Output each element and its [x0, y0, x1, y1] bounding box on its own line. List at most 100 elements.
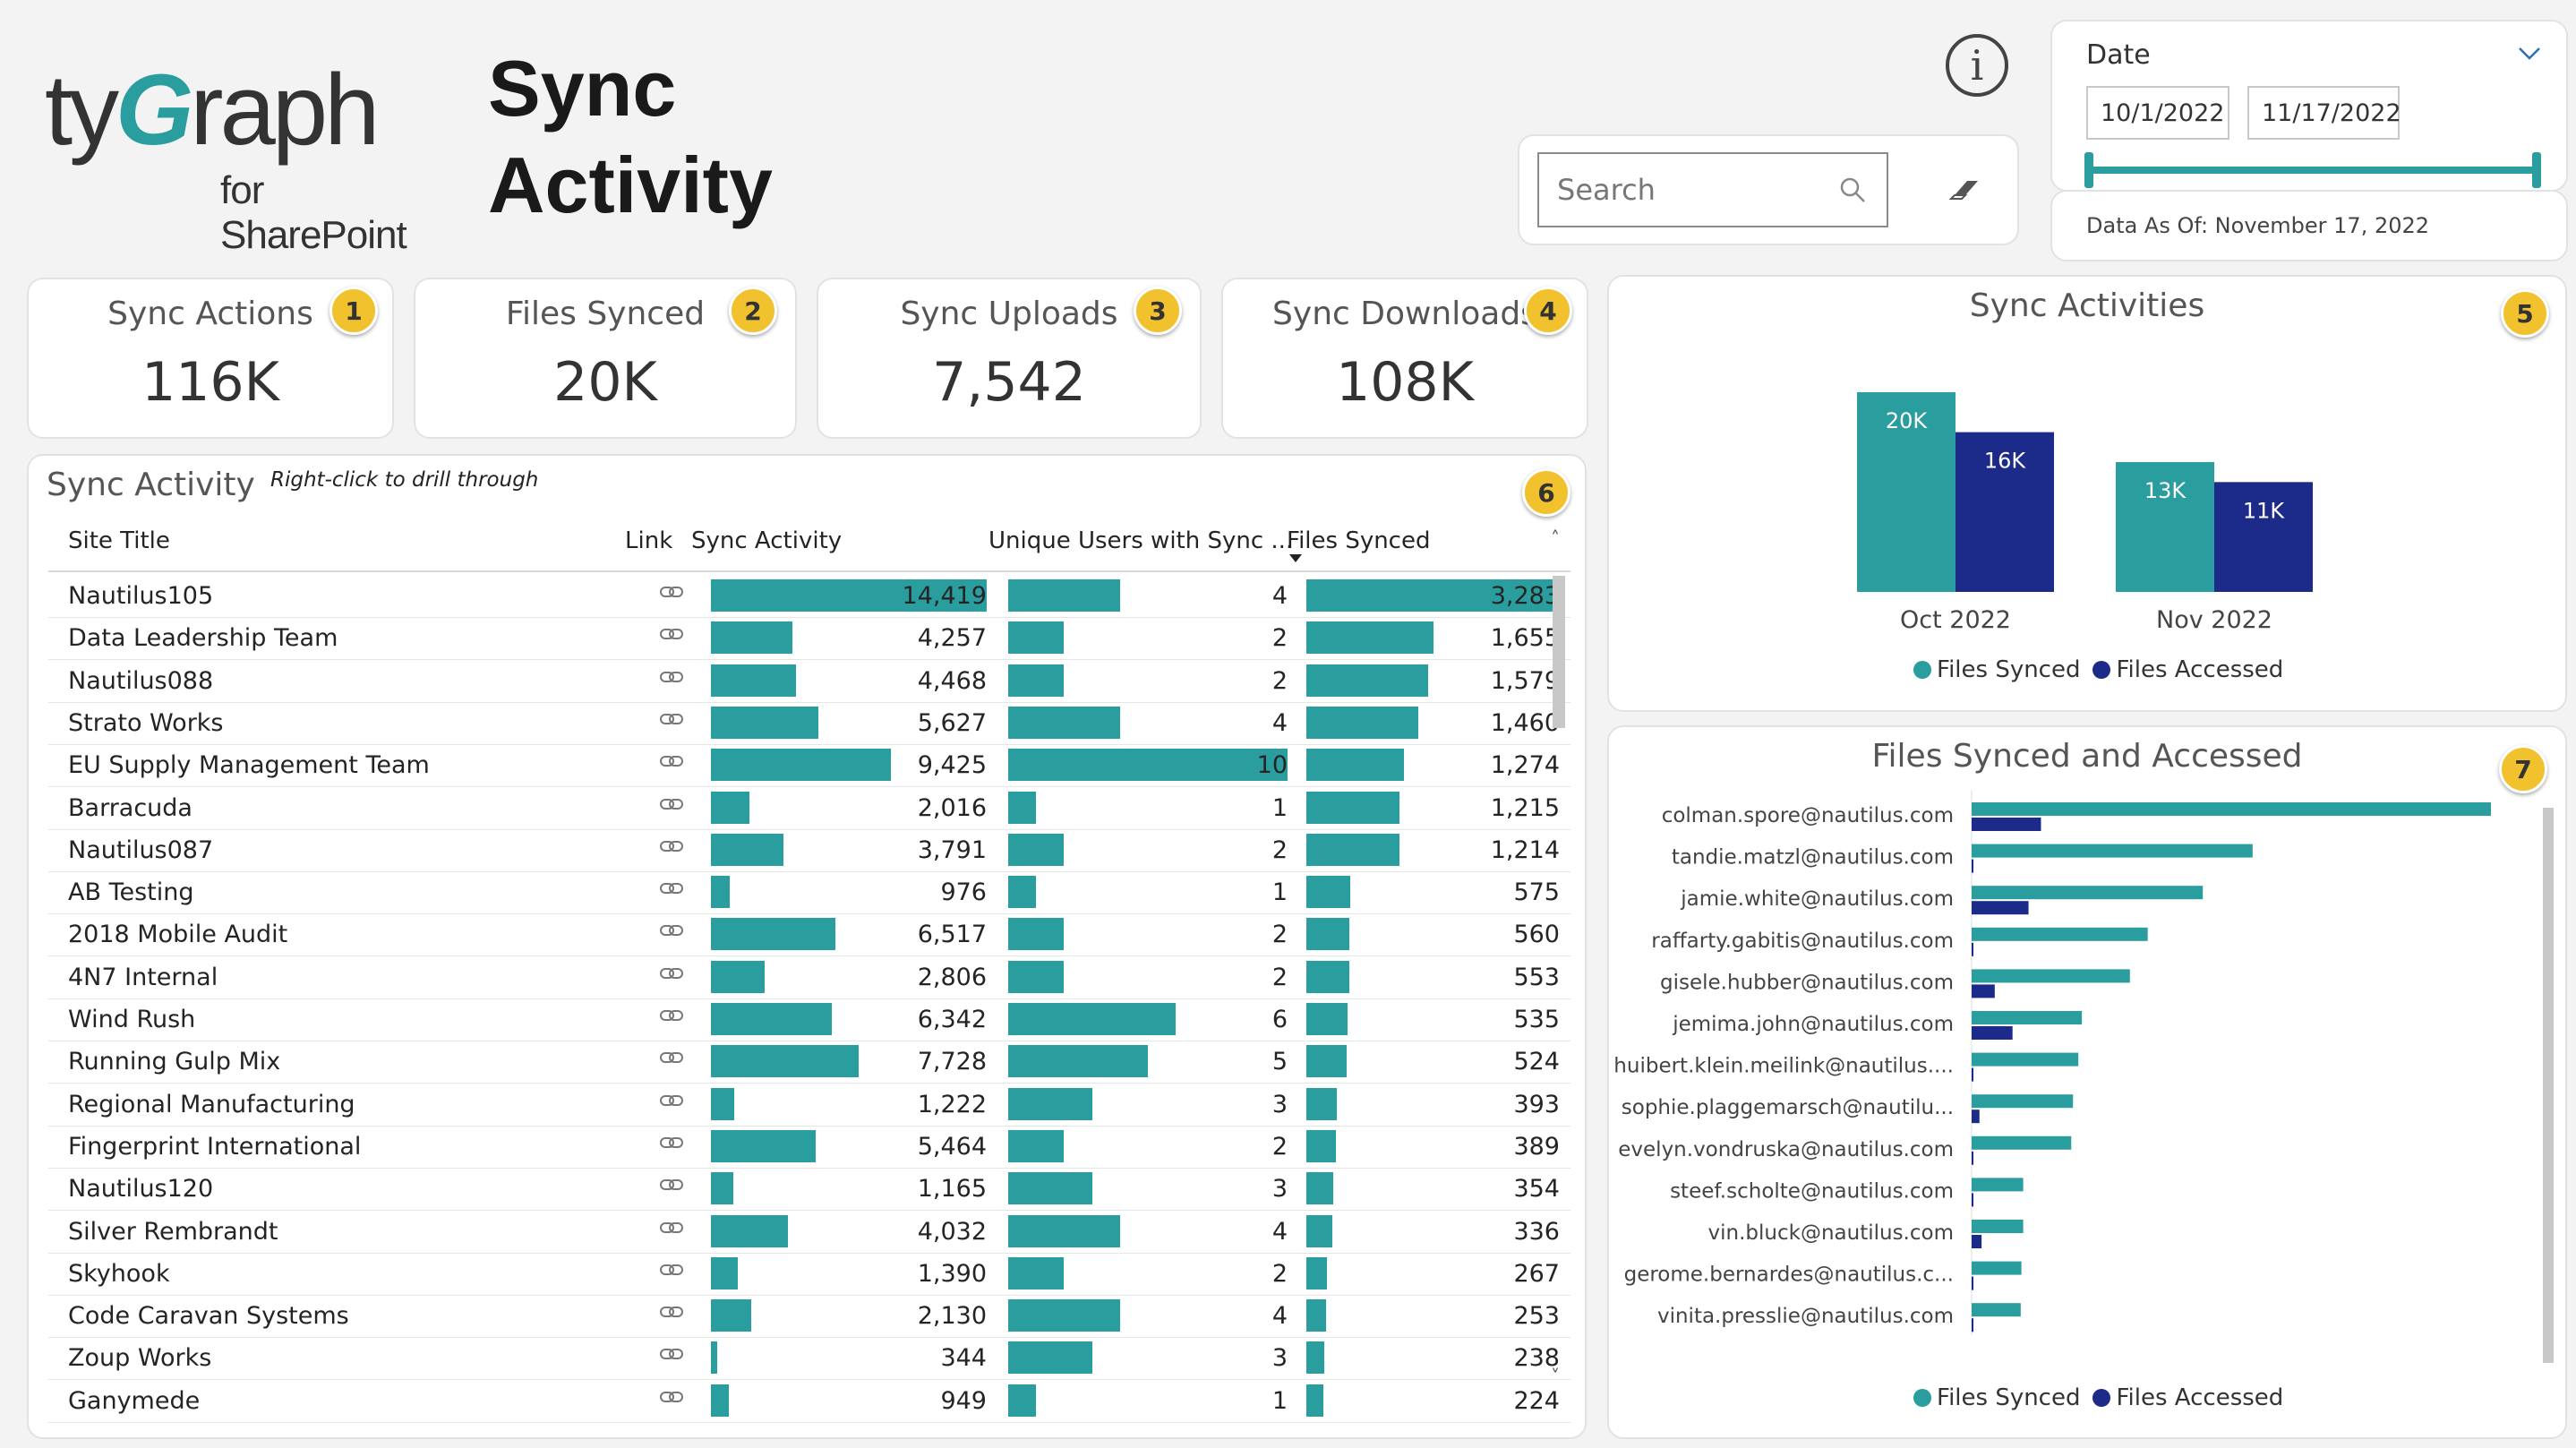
table-row[interactable]: Wind Rush 6,342 6 535 [48, 998, 1570, 1041]
files-synced-bar[interactable] [1972, 1220, 2024, 1233]
start-date-input[interactable]: 10/1/2022 [2086, 86, 2229, 140]
files-accessed-bar[interactable] [1972, 1151, 1973, 1165]
sort-descending-icon[interactable] [1289, 554, 1302, 563]
chevron-down-icon[interactable] [2518, 47, 2541, 61]
link-icon[interactable] [659, 797, 684, 815]
date-slider-start-handle[interactable] [2084, 152, 2093, 188]
link-icon[interactable] [659, 1390, 684, 1408]
info-icon[interactable]: i [1946, 34, 2008, 97]
table-row[interactable]: 2018 Mobile Audit 6,517 2 560 [48, 913, 1570, 957]
scroll-up-arrow[interactable]: ˄ [1551, 527, 1560, 549]
table-row[interactable]: Regional Manufacturing 1,222 3 393 [48, 1084, 1570, 1127]
link-icon[interactable] [659, 670, 684, 688]
files-accessed-bar[interactable] [1972, 859, 1973, 873]
files-accessed-bar[interactable] [1972, 901, 2029, 915]
kpi-card-files-synced[interactable]: Files Synced 20K 2 [414, 278, 797, 439]
search-field[interactable] [1537, 152, 1888, 227]
table-row[interactable]: Code Caravan Systems 2,130 4 253 [48, 1295, 1570, 1339]
files-accessed-bar[interactable] [1972, 984, 1995, 998]
files-synced-bar[interactable] [1972, 1261, 2022, 1275]
column-bar[interactable] [2116, 462, 2214, 592]
link-icon[interactable] [659, 1008, 684, 1026]
files-synced-bar[interactable] [1972, 1178, 2024, 1192]
files-accessed-bar[interactable] [1972, 942, 1973, 956]
table-row[interactable]: Data Leadership Team 4,257 2 1,655 [48, 617, 1570, 661]
files-synced-bar[interactable] [1972, 886, 2204, 900]
table-row[interactable]: Skyhook 1,390 2 267 [48, 1253, 1570, 1296]
end-date-input[interactable]: 11/17/2022 [2247, 86, 2401, 140]
table-row[interactable]: AB Testing 976 1 575 [48, 871, 1570, 915]
chart-title: Files Synced and Accessed [1871, 738, 2303, 775]
files-accessed-bar[interactable] [1972, 1276, 1973, 1290]
link-icon[interactable] [659, 1135, 684, 1153]
link-icon[interactable] [659, 712, 684, 730]
date-label: Date [2086, 39, 2151, 71]
files-synced-bar[interactable] [1972, 1011, 2083, 1024]
column-bar[interactable] [1956, 432, 2054, 592]
link-icon[interactable] [659, 881, 684, 899]
column-header-site-title[interactable]: Site Title [68, 527, 170, 554]
link-icon[interactable] [659, 1178, 684, 1195]
column-bar[interactable] [1857, 392, 1956, 592]
files-synced-bar[interactable] [1972, 1135, 2072, 1150]
link-icon[interactable] [659, 1093, 684, 1111]
link-icon[interactable] [659, 1305, 684, 1323]
sync-activities-column-chart[interactable]: 20K 16K Oct 2022 13K 11K Nov 2022 [1609, 277, 2565, 710]
kpi-card-sync-uploads[interactable]: Sync Uploads 7,542 3 [817, 278, 1202, 439]
link-icon[interactable] [659, 1347, 684, 1365]
table-row[interactable]: Barracuda 2,016 1 1,215 [48, 787, 1570, 830]
table-row[interactable]: Nautilus120 1,165 3 354 [48, 1168, 1570, 1212]
link-icon[interactable] [659, 1263, 684, 1281]
date-slider-end-handle[interactable] [2532, 152, 2541, 188]
kpi-card-sync-actions[interactable]: Sync Actions 116K 1 [27, 278, 394, 439]
files-synced-bar[interactable] [1972, 1094, 2074, 1109]
column-header-files-synced[interactable]: Files Synced [1287, 527, 1431, 554]
table-row[interactable]: EU Supply Management Team 9,425 10 1,274 [48, 744, 1570, 788]
files-synced-bar[interactable] [1972, 969, 2130, 983]
files-accessed-bar[interactable] [1972, 1110, 1980, 1124]
kpi-card-sync-downloads[interactable]: Sync Downloads 108K 4 [1221, 278, 1588, 439]
table-row[interactable]: Nautilus087 3,791 2 1,214 [48, 829, 1570, 872]
search-input[interactable] [1539, 154, 1844, 226]
files-accessed-bar[interactable] [1972, 818, 2041, 831]
scrollbar-thumb[interactable] [1553, 576, 1565, 728]
eraser-icon[interactable] [1947, 176, 1981, 202]
link-icon[interactable] [659, 754, 684, 772]
column-header-unique-users[interactable]: Unique Users with Sync ... [988, 527, 1294, 554]
files-accessed-bar[interactable] [1972, 1193, 1973, 1207]
files-accessed-bar[interactable] [1972, 1318, 1973, 1332]
table-row[interactable]: Fingerprint International 5,464 2 389 [48, 1126, 1570, 1169]
link-icon[interactable] [659, 839, 684, 857]
table-row[interactable]: Nautilus088 4,468 2 1,579 [48, 660, 1570, 703]
files-accessed-bar[interactable] [1972, 1067, 1973, 1082]
link-icon[interactable] [659, 1221, 684, 1238]
files-synced-bar[interactable] [1972, 1303, 2021, 1317]
files-synced-bar[interactable] [1972, 927, 2148, 941]
files-accessed-bar[interactable] [1972, 1235, 1982, 1248]
table-row[interactable]: Strato Works 5,627 4 1,460 [48, 702, 1570, 745]
column-header-link[interactable]: Link [625, 527, 673, 554]
files-synced-bar[interactable] [1972, 1052, 2079, 1067]
files-synced-bar[interactable] [1972, 802, 2491, 816]
files-synced-accessed-bar-chart[interactable]: colman.spore@nautilus.com tandie.matzl@na… [1609, 727, 2565, 1437]
link-icon[interactable] [659, 585, 684, 603]
link-icon[interactable] [659, 1050, 684, 1068]
link-icon[interactable] [659, 966, 684, 984]
table-row[interactable]: Ganymede 949 1 224 [48, 1380, 1570, 1423]
table-row[interactable]: Silver Rembrandt 4,032 4 336 [48, 1211, 1570, 1254]
table-row[interactable]: Zoup Works 344 3 238 [48, 1337, 1570, 1381]
files-synced-bar[interactable] [1972, 844, 2253, 858]
date-slider-track[interactable] [2086, 167, 2537, 174]
link-icon[interactable] [659, 627, 684, 645]
scrollbar-thumb[interactable] [2543, 808, 2554, 1363]
files-accessed-bar[interactable] [1972, 1026, 2013, 1040]
table-row[interactable]: 4N7 Internal 2,806 2 553 [48, 956, 1570, 999]
scroll-down-arrow[interactable]: ˅ [1551, 1366, 1560, 1387]
table-row[interactable]: Nautilus105 14,419 4 3,283 [48, 575, 1570, 618]
table-row[interactable]: Running Gulp Mix 7,728 5 524 [48, 1041, 1570, 1084]
column-header-sync-activity[interactable]: Sync Activity [691, 527, 843, 554]
files-synced-value: 553 [1513, 963, 1560, 991]
column-bar[interactable] [2214, 482, 2313, 592]
search-icon[interactable] [1838, 176, 1867, 204]
link-icon[interactable] [659, 923, 684, 941]
